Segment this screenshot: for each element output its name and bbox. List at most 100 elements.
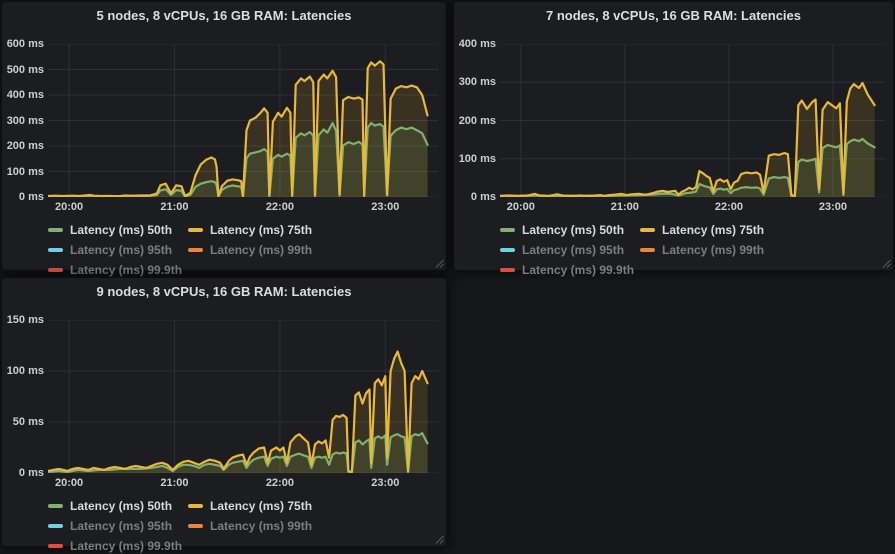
series-line-50th (48, 432, 429, 473)
series-line-75th (48, 350, 429, 473)
legend-item-label: Latency (ms) 50th (70, 498, 173, 513)
panel-title[interactable]: 9 nodes, 8 vCPUs, 16 GB RAM: Latencies (96, 284, 352, 299)
latency-chart-plot[interactable] (500, 44, 885, 197)
y-tick-label: 100 ms (6, 165, 44, 178)
y-tick-label: 150 ms (6, 314, 44, 326)
y-tick-label: 0 ms (18, 191, 44, 203)
y-tick-label: 50 ms (12, 416, 44, 428)
legend-swatch-icon (48, 227, 63, 232)
legend-item-label: Latency (ms) 75th (210, 498, 313, 513)
legend-item[interactable]: Latency (ms) 95th (48, 517, 172, 534)
legend-swatch-icon (48, 523, 63, 528)
legend-swatch-icon (48, 543, 63, 548)
legend-item-label: Latency (ms) 99.9th (522, 262, 635, 277)
legend-swatch-icon (188, 247, 204, 252)
legend: Latency (ms) 50th Latency (ms) 75th Latenc… (48, 221, 438, 278)
x-tick-label: 22:00 (265, 477, 294, 489)
legend-item[interactable]: Latency (ms) 50th (48, 221, 172, 238)
series-fill-50th (48, 123, 428, 197)
x-tick-label: 21:00 (610, 201, 639, 213)
series-fill-75th (48, 61, 428, 197)
series-fill-50th (500, 138, 875, 197)
legend-swatch-icon (48, 503, 63, 508)
panel-resize-handle[interactable] (435, 259, 444, 268)
y-tick-label: 100 ms (458, 152, 496, 165)
legend-item-label: Latency (ms) 95th (70, 518, 173, 533)
legend-item-label: Latency (ms) 99th (210, 242, 313, 257)
x-tick-label: 20:00 (55, 477, 84, 489)
legend-swatch-icon (640, 227, 656, 232)
panel-resize-handle[interactable] (435, 535, 444, 544)
panel-resize-handle[interactable] (882, 259, 891, 268)
legend-swatch-icon (188, 523, 204, 528)
x-tick-label: 21:00 (160, 201, 189, 213)
x-tick-label: 23:00 (371, 477, 400, 489)
legend-item[interactable]: Latency (ms) 75th (188, 221, 312, 238)
legend-swatch-icon (48, 267, 63, 272)
legend-item[interactable]: Latency (ms) 99.9th (48, 537, 182, 554)
y-tick-label: 300 ms (6, 114, 44, 127)
legend-swatch-icon (48, 247, 63, 252)
y-tick-label: 600 ms (6, 38, 44, 50)
y-tick-label: 200 ms (6, 140, 44, 152)
y-tick-label: 200 ms (458, 114, 496, 127)
y-tick-label: 400 ms (6, 89, 44, 101)
x-tick-label: 23:00 (818, 201, 848, 213)
panel-5-nodes-latencies: 5 nodes, 8 vCPUs, 16 GB RAM: Latencies 0… (2, 2, 446, 277)
legend-item[interactable]: Latency (ms) 50th (48, 497, 172, 514)
y-tick-label: 0 ms (18, 467, 44, 479)
legend-item[interactable]: Latency (ms) 99.9th (48, 261, 182, 278)
legend-item[interactable]: Latency (ms) 95th (48, 241, 172, 258)
legend-item[interactable]: Latency (ms) 99.9th (500, 261, 634, 278)
series-fill-75th (48, 351, 428, 473)
legend-swatch-icon (188, 503, 204, 508)
legend-item-label: Latency (ms) 50th (522, 222, 625, 237)
legend-swatch-icon (500, 227, 515, 232)
legend-item-label: Latency (ms) 75th (662, 222, 765, 237)
legend-swatch-icon (500, 267, 515, 272)
legend-item[interactable]: Latency (ms) 99th (188, 241, 312, 258)
panel-title[interactable]: 7 nodes, 8 vCPUs, 16 GB RAM: Latencies (545, 8, 802, 23)
x-tick-label: 21:00 (160, 477, 189, 489)
legend-item-label: Latency (ms) 95th (70, 242, 173, 257)
series-line-75th (500, 81, 876, 197)
legend-item[interactable]: Latency (ms) 75th (640, 221, 764, 238)
legend-swatch-icon (188, 227, 204, 232)
legend-swatch-icon (500, 247, 515, 252)
y-tick-label: 100 ms (6, 365, 44, 377)
x-tick-label: 20:00 (55, 201, 84, 213)
legend-item-label: Latency (ms) 50th (70, 222, 173, 237)
series-fill-50th (48, 433, 428, 473)
latency-chart-plot[interactable] (48, 44, 438, 197)
legend: Latency (ms) 50th Latency (ms) 75th Latenc… (500, 221, 885, 278)
x-tick-label: 22:00 (714, 201, 743, 213)
x-tick-label: 22:00 (265, 201, 294, 213)
series-line-50th (48, 121, 429, 197)
legend-item[interactable]: Latency (ms) 99th (640, 241, 764, 258)
y-tick-label: 400 ms (458, 38, 496, 50)
y-tick-label: 300 ms (458, 76, 496, 89)
legend-item[interactable]: Latency (ms) 99th (188, 517, 312, 534)
legend-item-label: Latency (ms) 99th (662, 242, 765, 257)
legend-item-label: Latency (ms) 95th (522, 242, 625, 257)
legend-swatch-icon (640, 247, 656, 252)
legend-item-label: Latency (ms) 99.9th (70, 262, 183, 277)
series-line-50th (500, 137, 876, 197)
panel-title[interactable]: 5 nodes, 8 vCPUs, 16 GB RAM: Latencies (96, 8, 352, 23)
y-tick-label: 0 ms (470, 191, 496, 203)
legend-item[interactable]: Latency (ms) 95th (500, 241, 624, 258)
legend-item-label: Latency (ms) 75th (210, 222, 313, 237)
series-line-75th (48, 60, 429, 197)
legend-item[interactable]: Latency (ms) 75th (188, 497, 312, 514)
legend-item-label: Latency (ms) 99th (210, 518, 313, 533)
latency-chart-plot[interactable] (48, 320, 438, 473)
panel-7-nodes-latencies: 7 nodes, 8 vCPUs, 16 GB RAM: Latencies 0… (454, 2, 893, 277)
x-tick-label: 23:00 (371, 201, 400, 213)
x-tick-label: 20:00 (506, 201, 535, 213)
panel-9-nodes-latencies: 9 nodes, 8 vCPUs, 16 GB RAM: Latencies 0… (2, 278, 446, 553)
y-tick-label: 500 ms (6, 63, 44, 76)
legend-item[interactable]: Latency (ms) 50th (500, 221, 624, 238)
series-fill-75th (500, 83, 875, 197)
legend-item-label: Latency (ms) 99.9th (70, 538, 183, 553)
